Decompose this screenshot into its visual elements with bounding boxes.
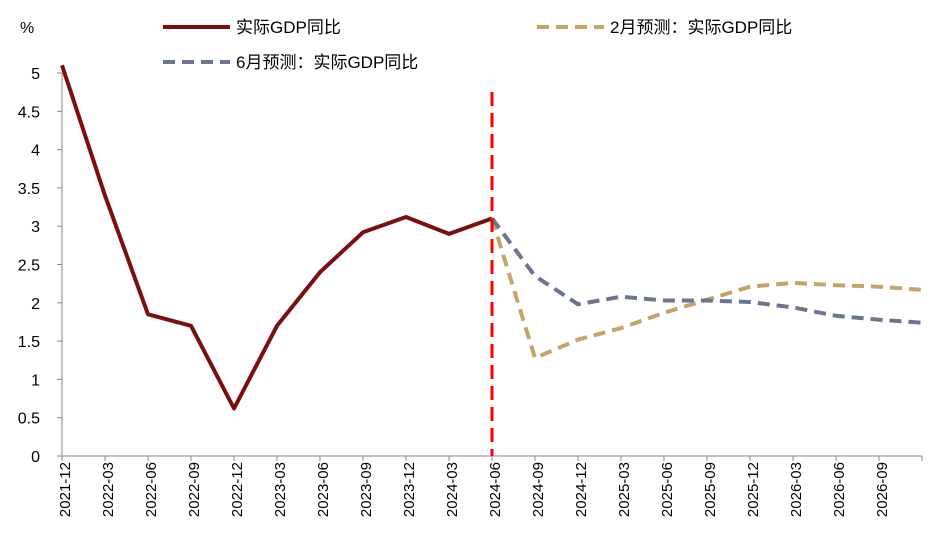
x-tick-label: 2022-09 <box>186 462 203 517</box>
x-tick-label: 2022-12 <box>229 462 246 517</box>
y-tick-label: 4.5 <box>18 104 40 121</box>
x-tick-label: 2022-03 <box>100 462 117 517</box>
x-tick-label: 2024-06 <box>487 462 504 517</box>
y-tick-label: 2 <box>31 296 40 313</box>
y-tick-label: 2.5 <box>18 258 40 275</box>
y-tick-label: 3.5 <box>18 181 40 198</box>
x-tick-label: 2025-12 <box>745 462 762 517</box>
x-tick-label: 2023-06 <box>315 462 332 517</box>
y-tick-label: 3 <box>31 219 40 236</box>
x-tick-label: 2022-06 <box>143 462 160 517</box>
legend-label-2: 2月预测：实际GDP同比 <box>610 18 792 37</box>
y-tick-label: 1.5 <box>18 334 40 351</box>
legend-label-1: 实际GDP同比 <box>236 18 341 37</box>
x-tick-label: 2023-12 <box>401 462 418 517</box>
x-tick-label: 2023-03 <box>272 462 289 517</box>
x-tick-label: 2021-12 <box>57 462 74 517</box>
y-tick-label: 1 <box>31 372 40 389</box>
x-tick-label: 2026-06 <box>831 462 848 517</box>
x-tick-label: 2024-09 <box>530 462 547 517</box>
y-axis-ticks: 0 0.5 1 1.5 2 2.5 3 3.5 4 4.5 5 <box>18 66 62 466</box>
y-tick-label: 4 <box>31 143 40 160</box>
series-layer <box>60 64 923 411</box>
series-line-1 <box>60 64 493 411</box>
legend-label-3: 6月预测：实际GDP同比 <box>236 53 418 72</box>
x-tick-label: 2025-03 <box>616 462 633 517</box>
x-tick-label: 2024-12 <box>573 462 590 517</box>
x-tick-label: 2025-06 <box>659 462 676 517</box>
x-tick-label: 2026-03 <box>788 462 805 517</box>
y-tick-label: 5 <box>31 66 40 83</box>
y-tick-label: 0 <box>31 449 40 466</box>
legend: 实际GDP同比 2月预测：实际GDP同比 6月预测：实际GDP同比 <box>163 18 792 72</box>
x-tick-label: 2023-09 <box>358 462 375 517</box>
x-tick-label: 2026-09 <box>874 462 891 517</box>
series-line-3 <box>490 217 923 325</box>
y-axis-unit-label: % <box>20 20 34 37</box>
x-axis-ticks: 2021-12 2022-03 2022-06 2022-09 2022-12 2023-… <box>57 456 923 517</box>
y-tick-label: 0.5 <box>18 411 40 428</box>
x-tick-label: 2024-03 <box>444 462 461 517</box>
x-tick-label: 2025-09 <box>702 462 719 517</box>
